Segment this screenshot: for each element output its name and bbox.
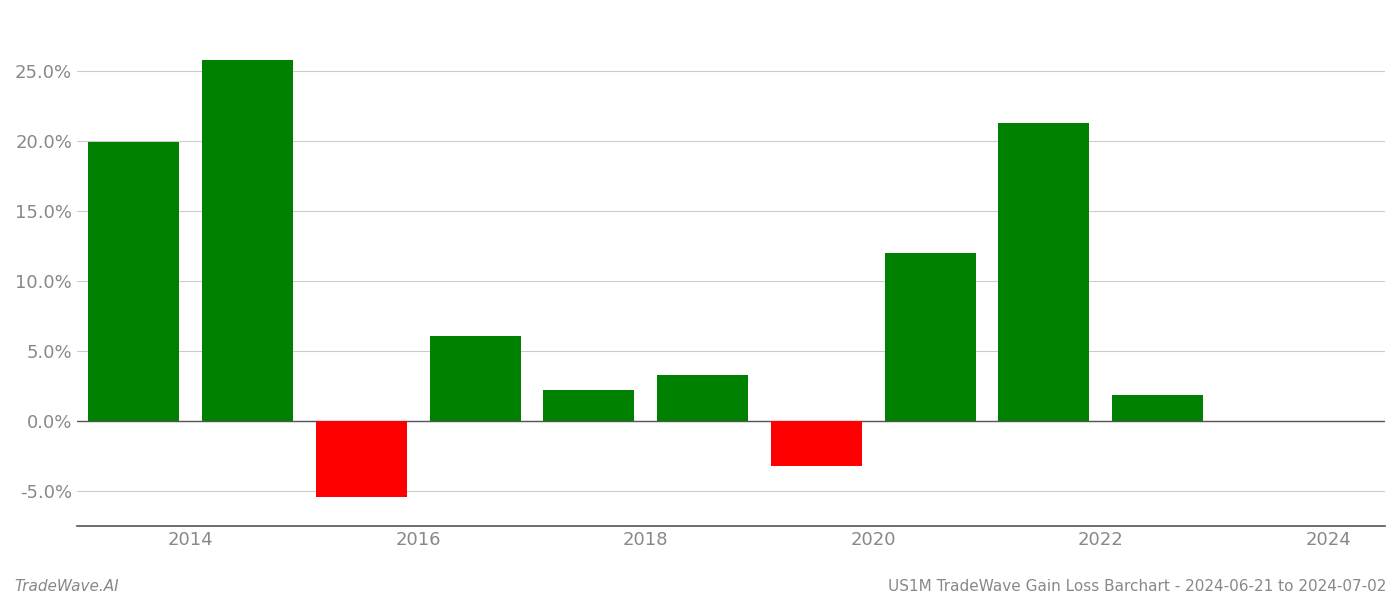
Bar bbox=[543, 391, 634, 421]
Bar bbox=[998, 123, 1089, 421]
Bar bbox=[202, 60, 293, 421]
Bar bbox=[1112, 395, 1203, 421]
Text: TradeWave.AI: TradeWave.AI bbox=[14, 579, 119, 594]
Bar bbox=[771, 421, 862, 466]
Bar bbox=[885, 253, 976, 421]
Bar bbox=[430, 335, 521, 421]
Text: US1M TradeWave Gain Loss Barchart - 2024-06-21 to 2024-07-02: US1M TradeWave Gain Loss Barchart - 2024… bbox=[888, 579, 1386, 594]
Bar bbox=[88, 142, 179, 421]
Bar bbox=[316, 421, 407, 497]
Bar bbox=[657, 375, 748, 421]
